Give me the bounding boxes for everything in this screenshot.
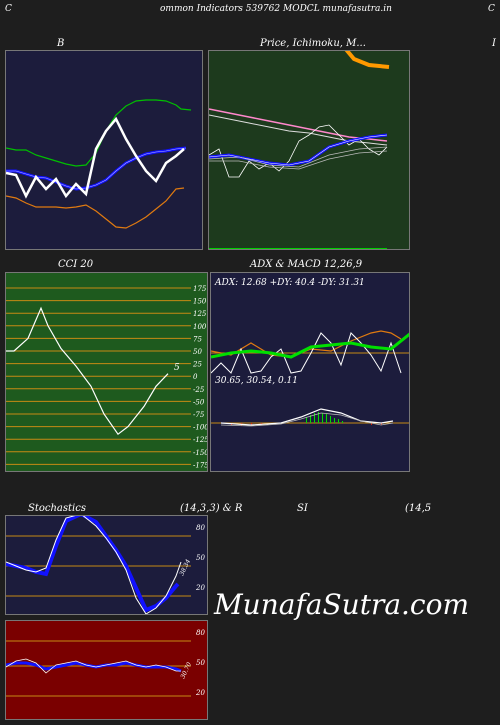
cci-tick-labels: 175 150 125 100 75 50 25 0 -25 -50 -75 -100 -125 -150… xyxy=(192,285,208,469)
stoch-tick-20: 20 xyxy=(195,584,205,592)
cci-tick-label: -100 xyxy=(193,424,208,432)
stochastics-chart: 80 50 20 38.34 xyxy=(6,516,205,614)
price-chart xyxy=(209,51,390,249)
stochastics-panel: 80 50 20 38.34 xyxy=(5,515,208,615)
price-panel xyxy=(208,50,410,250)
adx-values: ADX: 12.68 +DY: 40.4 -DY: 31.31 xyxy=(214,278,365,288)
cci-tick-label: -50 xyxy=(193,398,205,406)
cci-tick-label: 25 xyxy=(192,361,202,369)
bb-title: B xyxy=(57,38,65,49)
stoch-title-right: (14,3,3) & R xyxy=(180,503,243,514)
watermark: MunafaSutra.com xyxy=(214,588,470,621)
cci-tick-label: -75 xyxy=(193,411,205,419)
price-cloud-line-a xyxy=(209,146,388,168)
price-title: Price, Ichimoku, M... xyxy=(260,38,366,49)
rsi-tick-20: 20 xyxy=(195,689,205,697)
macd-signal-line xyxy=(220,412,394,427)
stoch-white-line xyxy=(6,516,182,614)
rsi-title-right: (14,5 xyxy=(405,503,432,514)
stoch-tick-50: 50 xyxy=(196,554,205,562)
adx-panel: ADX: 12.68 +DY: 40.4 -DY: 31.31 30.65, 3… xyxy=(210,272,410,472)
cci-tick-label: 100 xyxy=(193,323,207,331)
cci-tick-label: 175 xyxy=(193,285,207,293)
adx-chart: ADX: 12.68 +DY: 40.4 -DY: 31.31 30.65, 3… xyxy=(211,278,409,427)
price-grey-line xyxy=(209,114,388,146)
price-right-letter: I xyxy=(492,38,496,49)
cci-tick-label: 150 xyxy=(193,298,207,306)
cci-tick-label: -25 xyxy=(193,386,205,394)
adx-green-line xyxy=(211,332,409,359)
bb-upper-line xyxy=(6,99,192,167)
rsi-panel: 80 50 20 30.70 xyxy=(5,620,208,720)
cci-gridlines xyxy=(6,287,191,465)
macd-values: 30.65, 30.54, 0.11 xyxy=(215,376,298,386)
bollinger-chart xyxy=(6,99,192,229)
adx-title: ADX & MACD 12,26,9 xyxy=(250,259,363,270)
rsi-tick-50: 50 xyxy=(196,659,205,667)
macd-histogram xyxy=(306,412,343,423)
cci-line xyxy=(6,306,169,436)
cci-last-value: 5 xyxy=(174,363,180,373)
price-white-line xyxy=(6,116,185,199)
cci-tick-label: -175 xyxy=(193,461,208,469)
rsi-tick-80: 80 xyxy=(196,629,205,637)
cci-chart: 175 150 125 100 75 50 25 0 -25 -50 -75 -100 -125 -150… xyxy=(6,285,208,469)
bollinger-panel xyxy=(5,50,203,250)
macd-line xyxy=(220,408,394,426)
cci-title: CCI 20 xyxy=(58,259,94,270)
adx-orange-line xyxy=(211,330,402,358)
price-pink-line xyxy=(209,108,388,142)
header-left-letter: C xyxy=(5,4,12,14)
price-cloud-line-b xyxy=(209,150,388,170)
cci-tick-label: 0 xyxy=(193,373,198,381)
rsi-last-value: 30.70 xyxy=(179,661,193,680)
stoch-title-left: Stochastics xyxy=(28,503,86,514)
cci-tick-label: 50 xyxy=(193,348,202,356)
stoch-tick-80: 80 xyxy=(196,524,205,532)
header-right-letter: C xyxy=(488,4,495,14)
bb-lower-line xyxy=(6,187,185,229)
rsi-chart: 80 50 20 30.70 xyxy=(6,629,205,697)
rsi-blue-line xyxy=(6,661,182,673)
cci-tick-label: 125 xyxy=(193,310,207,318)
cci-panel: 175 150 125 100 75 50 25 0 -25 -50 -75 -100 -125 -150… xyxy=(5,272,208,472)
stoch-last-value: 38.34 xyxy=(178,558,192,577)
cci-tick-label: -150 xyxy=(193,449,208,457)
rsi-white-line xyxy=(6,658,181,674)
cci-tick-label: 75 xyxy=(193,335,202,343)
header-title: ommon Indicators 539762 MODCL munafasutr… xyxy=(160,4,392,14)
price-orange-line xyxy=(344,51,390,69)
cci-tick-label: -125 xyxy=(193,436,208,444)
price-blue-line xyxy=(209,133,388,167)
rsi-title-mid: SI xyxy=(297,503,308,514)
